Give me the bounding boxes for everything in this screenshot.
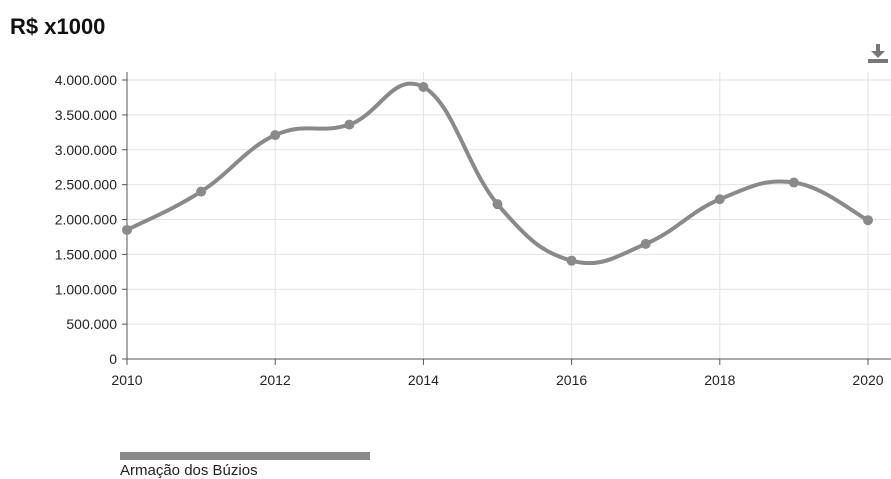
series-line [125, 81, 870, 266]
y-tick-label: 2.000.000 [55, 212, 117, 228]
series-layer [122, 81, 873, 266]
data-point[interactable] [270, 130, 281, 141]
x-tick-label: 2016 [556, 372, 587, 388]
y-tick-label: 500.000 [66, 316, 117, 332]
data-point[interactable] [196, 186, 207, 197]
x-tick-label: 2012 [260, 372, 291, 388]
y-tick-label: 1.500.000 [55, 246, 117, 262]
y-tick-label: 0 [109, 351, 117, 367]
data-point[interactable] [418, 81, 429, 92]
data-point[interactable] [788, 177, 799, 188]
chart-title: R$ x1000 [10, 14, 106, 39]
data-point[interactable] [344, 119, 355, 130]
y-tick-label: 1.000.000 [55, 281, 117, 297]
x-tick-label: 2014 [408, 372, 439, 388]
x-tick-label: 2018 [704, 372, 735, 388]
data-point[interactable] [122, 224, 132, 235]
download-icon [868, 44, 888, 63]
y-tick-label: 4.000.000 [55, 72, 117, 88]
axis-layer: 0 500.000 1.000.000 1.500.000 2.000.000 2.500… [55, 72, 891, 388]
data-point[interactable] [640, 238, 651, 249]
data-point[interactable] [492, 199, 503, 210]
data-point[interactable] [566, 255, 577, 266]
data-point[interactable] [714, 194, 725, 205]
legend-swatch [120, 452, 370, 460]
download-button[interactable] [866, 42, 890, 64]
y-tick-label: 2.500.000 [55, 177, 117, 193]
legend-label: Armação dos Búzios [120, 462, 258, 479]
y-tick-label: 3.500.000 [55, 107, 117, 123]
data-point[interactable] [863, 215, 873, 226]
x-tick-label: 2010 [111, 372, 142, 388]
legend[interactable]: Armação dos Búzios [120, 452, 370, 479]
y-tick-label: 3.000.000 [55, 142, 117, 158]
x-tick-label: 2020 [852, 372, 883, 388]
